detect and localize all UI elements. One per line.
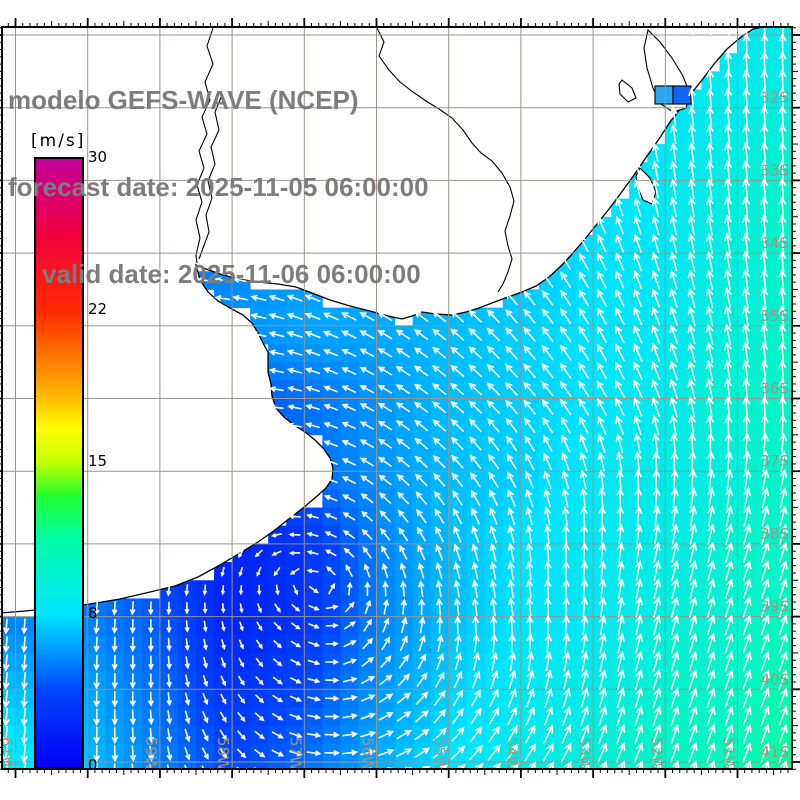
latitude-label: 32S	[760, 89, 789, 107]
latitude-label: 41S	[760, 743, 789, 761]
longitude-label: 57W	[286, 737, 304, 771]
colorbar-unit-label: [m/s]	[31, 131, 86, 151]
longitude-label: 53W	[575, 737, 593, 771]
map-frame	[1, 26, 793, 770]
latitude-label: 39S	[760, 598, 789, 616]
river-line	[198, 94, 223, 260]
colorbar-tick-label: 15	[88, 452, 108, 470]
river-line	[376, 27, 515, 293]
land-mass	[2, 27, 764, 614]
latitude-label: 36S	[760, 380, 789, 398]
title-block: modelo GEFS-WAVE (NCEP) forecast date: 2…	[8, 28, 429, 347]
colorbar	[34, 157, 84, 769]
latitude-label: 37S	[760, 452, 789, 470]
latitude-label: 40S	[760, 670, 789, 688]
latitude-label: 35S	[760, 307, 789, 325]
colorbar-tick-label: 30	[88, 148, 108, 166]
lagoon-water-cell	[672, 85, 692, 105]
longitude-label: 52W	[647, 737, 665, 771]
longitude-label: 58W	[214, 737, 232, 771]
longitude-label: 55W	[431, 737, 449, 771]
lagoon-water-cell	[654, 85, 674, 105]
longitude-label: 59W	[142, 737, 160, 771]
longitude-label: 51W	[720, 737, 738, 771]
valid-date-title: valid date: 2025-11-06 06:00:00	[42, 259, 421, 289]
rivers-borders-layer	[195, 27, 692, 293]
model-name-title: modelo GEFS-WAVE (NCEP)	[8, 85, 359, 115]
river-line	[195, 27, 214, 264]
latitude-label: 34S	[760, 234, 789, 252]
latitude-label: 38S	[760, 525, 789, 543]
longitude-label: 56W	[359, 737, 377, 771]
longitude-label: 54W	[503, 737, 521, 771]
longitude-label: 61W	[0, 737, 16, 771]
graticule-layer	[2, 27, 792, 769]
colorbar-tick-label: 8	[88, 604, 98, 622]
colorbar-tick-label: 0	[88, 756, 98, 774]
forecast-date-title: forecast date: 2025-11-05 06:00:00	[8, 172, 429, 202]
map-inner: 32S33S34S35S36S37S38S39S40S41S61W60W59W5…	[0, 27, 792, 771]
lagoon-outline	[618, 79, 637, 103]
latitude-label: 33S	[760, 161, 789, 179]
colorbar-tick-label: 22	[88, 300, 108, 318]
